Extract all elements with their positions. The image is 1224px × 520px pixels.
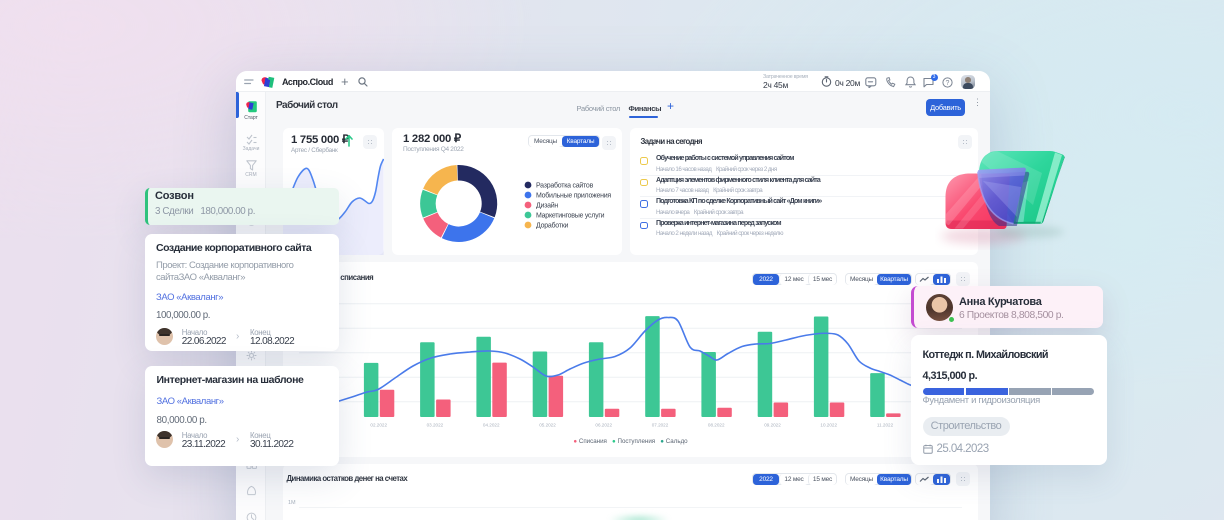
svg-text:11.2022: 11.2022	[877, 423, 894, 428]
svg-text:06.2022: 06.2022	[595, 423, 612, 428]
svg-text:07.2022: 07.2022	[652, 423, 669, 428]
svg-text:Мобильные приложения: Мобильные приложения	[536, 192, 611, 200]
svg-text:?: ?	[946, 80, 950, 87]
svg-text:04.2022: 04.2022	[483, 423, 500, 428]
svg-text:Дизайн: Дизайн	[536, 202, 558, 210]
svg-text:03.2022: 03.2022	[427, 423, 444, 428]
svg-text:Маркетинговые услуги: Маркетинговые услуги	[536, 213, 605, 220]
svg-text:09.2022: 09.2022	[764, 423, 781, 428]
svg-text:02.2022: 02.2022	[370, 423, 387, 428]
svg-text:Доработки: Доработки	[536, 222, 569, 230]
svg-text:05.2022: 05.2022	[539, 423, 556, 428]
svg-text:10.2022: 10.2022	[820, 423, 837, 428]
svg-text:08.2022: 08.2022	[708, 423, 725, 428]
svg-text:Разработка сайтов: Разработка сайтов	[536, 182, 594, 190]
